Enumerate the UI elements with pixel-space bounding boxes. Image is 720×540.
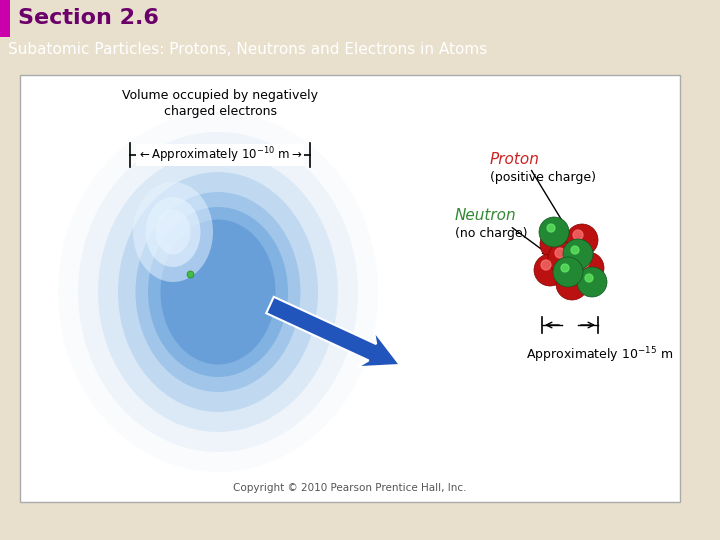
Ellipse shape (161, 219, 276, 364)
Bar (0, 0, 10, 37)
Ellipse shape (156, 210, 191, 254)
Ellipse shape (133, 182, 213, 282)
Circle shape (548, 242, 580, 274)
Ellipse shape (98, 152, 338, 432)
Circle shape (577, 267, 607, 297)
Circle shape (547, 234, 557, 244)
Text: Subatomic Particles: Protons, Neutrons and Electrons in Atoms: Subatomic Particles: Protons, Neutrons a… (8, 42, 487, 57)
Ellipse shape (78, 132, 358, 452)
Text: Volume occupied by negatively: Volume occupied by negatively (122, 89, 318, 102)
Text: charged electrons: charged electrons (163, 105, 276, 118)
Circle shape (579, 258, 589, 268)
Text: $\leftarrow$Approximately 10$^{-10}$ m$\rightarrow$: $\leftarrow$Approximately 10$^{-10}$ m$\… (138, 145, 303, 165)
Circle shape (539, 217, 569, 247)
Circle shape (540, 228, 572, 260)
Circle shape (571, 246, 579, 254)
Text: Section 2.6: Section 2.6 (18, 8, 159, 28)
Circle shape (563, 239, 593, 269)
Text: (positive charge): (positive charge) (490, 172, 596, 185)
Ellipse shape (118, 172, 318, 412)
Circle shape (563, 274, 573, 284)
Text: Neutron: Neutron (455, 207, 517, 222)
Text: Copyright © 2010 Pearson Prentice Hall, Inc.: Copyright © 2010 Pearson Prentice Hall, … (233, 483, 467, 493)
Circle shape (556, 268, 588, 300)
Circle shape (572, 252, 604, 284)
FancyArrow shape (266, 297, 400, 367)
Ellipse shape (135, 192, 300, 392)
Text: Approximately 10$^{-15}$ m: Approximately 10$^{-15}$ m (526, 345, 674, 365)
Text: Proton: Proton (490, 152, 540, 167)
Circle shape (585, 274, 593, 282)
Circle shape (555, 248, 565, 258)
Circle shape (541, 260, 551, 270)
Ellipse shape (58, 112, 378, 472)
Ellipse shape (145, 197, 200, 267)
Circle shape (547, 224, 555, 232)
Circle shape (566, 224, 598, 256)
Circle shape (573, 230, 583, 240)
Circle shape (561, 264, 569, 272)
Ellipse shape (148, 207, 288, 377)
Circle shape (534, 254, 566, 286)
Text: (no charge): (no charge) (455, 226, 528, 240)
Circle shape (553, 257, 583, 287)
